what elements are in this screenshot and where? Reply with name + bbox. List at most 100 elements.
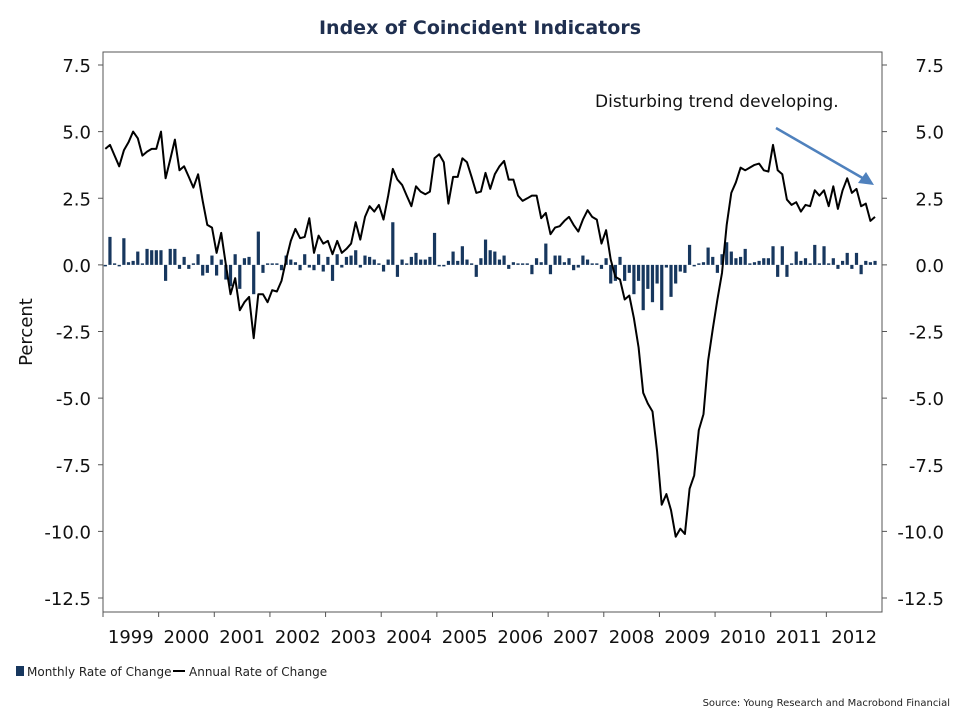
bar-monthly-change: [678, 264, 682, 272]
x-axis: 1999 2000 2001 2002 2003 2004 2005 2006 2007 2008…: [102, 612, 877, 648]
bar-monthly-change: [395, 264, 400, 277]
bar-monthly-change: [604, 258, 608, 265]
y-axis-left: 7.5 5.0 2.5 0.0 -2.5 -5.0 -7.5 -10.0 -12.5: [44, 56, 103, 610]
bar-monthly-change: [632, 264, 636, 295]
bar-monthly-change: [692, 264, 696, 267]
bar-monthly-change: [228, 264, 233, 287]
bar-monthly-change: [354, 250, 358, 265]
legend: Monthly Rate of Change Annual Rate of Ch…: [16, 665, 327, 679]
bar-monthly-change: [822, 246, 826, 265]
bar-monthly-change: [785, 264, 789, 277]
bar-monthly-change: [340, 264, 344, 268]
plot-area: [102, 51, 883, 613]
bar-monthly-change: [697, 263, 701, 265]
bar-monthly-change: [827, 263, 831, 265]
bar-monthly-change: [479, 258, 483, 265]
x-tick-label: 1999: [108, 627, 154, 648]
bar-monthly-change: [562, 262, 566, 265]
bar-monthly-change: [840, 260, 845, 265]
bar-monthly-change: [859, 264, 863, 275]
bar-monthly-change: [544, 243, 548, 265]
x-tick-label: 2008: [609, 627, 655, 648]
y-tick-label-left: 7.5: [62, 56, 91, 77]
bar-monthly-change: [646, 264, 650, 289]
bar-monthly-change: [664, 264, 668, 268]
legend-annual: Annual Rate of Change: [189, 665, 327, 679]
bar-monthly-change: [442, 264, 446, 267]
y-tick-label-right: -5.0: [909, 389, 944, 410]
bar-monthly-change: [437, 264, 441, 267]
legend-monthly: Monthly Rate of Change: [27, 665, 172, 679]
bar-monthly-change: [803, 258, 808, 265]
bar-monthly-change: [201, 264, 205, 276]
monthly-bars: [103, 222, 877, 311]
bar-monthly-change: [502, 255, 506, 265]
bar-monthly-change: [238, 264, 242, 289]
bar-monthly-change: [752, 262, 757, 265]
bar-monthly-change: [145, 248, 149, 265]
source-note: Source: Young Research and Macrobond Fin…: [703, 698, 950, 709]
bar-monthly-change: [140, 263, 145, 265]
bar-monthly-change: [641, 264, 645, 311]
bar-monthly-change: [377, 263, 381, 265]
bar-monthly-change: [748, 263, 752, 265]
x-tick-label: 2001: [219, 627, 265, 648]
bar-monthly-change: [553, 255, 557, 265]
bar-monthly-change: [279, 264, 284, 271]
bar-monthly-change: [150, 250, 154, 265]
bar-monthly-change: [530, 264, 534, 275]
bar-monthly-change: [233, 254, 237, 265]
bar-monthly-change: [845, 252, 849, 265]
bar-monthly-change: [456, 260, 460, 265]
bar-monthly-change: [465, 259, 469, 265]
bar-monthly-change: [794, 251, 798, 265]
bar-monthly-change: [864, 260, 868, 265]
annotation-arrow: [775, 126, 874, 185]
bar-monthly-change: [576, 264, 580, 268]
y-axis-right: 7.5 5.0 2.5 0.0 -2.5 -5.0 -7.5 -10.0 -12.5: [882, 56, 944, 610]
y-tick-label-left: 5.0: [62, 123, 91, 144]
bar-monthly-change: [734, 258, 738, 265]
bar-monthly-change: [613, 264, 617, 281]
bar-monthly-change: [363, 255, 367, 265]
x-tick-label: 2012: [831, 627, 877, 648]
bar-monthly-change: [780, 246, 784, 265]
bar-monthly-change: [873, 260, 877, 265]
bar-monthly-change: [219, 259, 223, 265]
bar-monthly-change: [136, 251, 140, 265]
bar-monthly-change: [660, 264, 664, 311]
x-tick-label: 2004: [386, 627, 432, 648]
y-tick-label-left: -2.5: [56, 323, 91, 344]
bar-monthly-change: [298, 264, 302, 271]
bar-monthly-change: [766, 258, 770, 265]
bar-monthly-change: [103, 264, 107, 267]
bar-monthly-change: [131, 260, 135, 265]
bar-monthly-change: [711, 256, 715, 265]
bar-monthly-change: [599, 264, 604, 269]
x-tick-label: 2005: [442, 627, 488, 648]
bar-monthly-change: [558, 255, 562, 265]
x-tick-label: 2000: [164, 627, 210, 648]
bar-monthly-change: [196, 254, 200, 265]
bar-monthly-change: [483, 239, 488, 265]
bar-monthly-change: [623, 264, 627, 281]
bar-monthly-change: [725, 242, 729, 265]
bar-monthly-change: [706, 247, 710, 265]
bar-monthly-change: [317, 254, 321, 265]
bar-monthly-change: [126, 262, 131, 265]
bar-monthly-change: [242, 258, 247, 265]
bar-monthly-change: [293, 262, 298, 265]
y-tick-label-left: 2.5: [62, 189, 91, 210]
bar-monthly-change: [117, 264, 121, 267]
bar-monthly-change: [256, 231, 260, 265]
bar-monthly-change: [674, 264, 678, 284]
bar-monthly-change: [497, 259, 502, 265]
bar-monthly-change: [275, 263, 279, 265]
bar-monthly-change: [738, 256, 743, 265]
x-tick-label: 2002: [275, 627, 321, 648]
y-tick-label-left: 0.0: [62, 256, 91, 277]
bar-monthly-change: [386, 259, 390, 265]
bar-monthly-change: [154, 250, 158, 265]
bar-monthly-change: [289, 259, 293, 265]
